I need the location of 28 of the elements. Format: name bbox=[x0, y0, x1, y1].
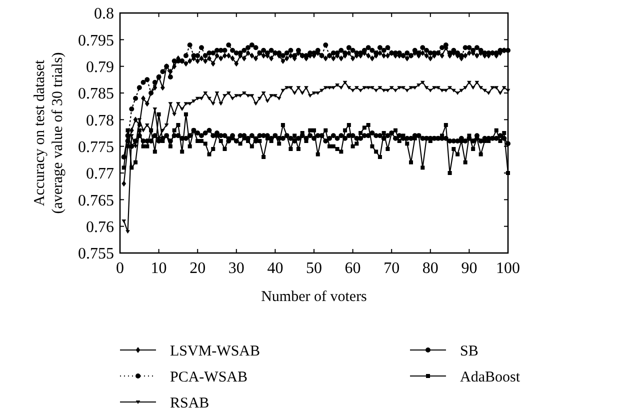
legend-label: PCA-WSAB bbox=[170, 369, 248, 386]
y-tick-label: 0.785 bbox=[78, 86, 114, 103]
x-tick-label: 100 bbox=[496, 260, 520, 277]
y-tick-label: 0.755 bbox=[78, 246, 114, 263]
y-tick-label: 0.775 bbox=[78, 138, 114, 156]
y-tick-label: 0.78 bbox=[86, 112, 114, 130]
legend-label: AdaBoost bbox=[460, 369, 521, 386]
y-tick-label: 0.795 bbox=[78, 32, 114, 50]
y-tick-label: 0.77 bbox=[86, 166, 114, 183]
x-tick-label: 10 bbox=[150, 260, 167, 277]
x-tick-label: 90 bbox=[461, 260, 478, 277]
y-tick-label: 0.8 bbox=[94, 6, 114, 23]
legend-label: SB bbox=[460, 343, 478, 360]
y-tick-label: 0.765 bbox=[78, 192, 114, 210]
x-tick-label: 20 bbox=[190, 260, 206, 277]
x-tick-label: 30 bbox=[228, 260, 244, 277]
x-tick-label: 80 bbox=[422, 260, 438, 277]
y-tick-label: 0.79 bbox=[86, 58, 114, 76]
x-tick-label: 0 bbox=[116, 260, 124, 277]
x-tick-label: 40 bbox=[267, 260, 284, 277]
x-tick-label: 60 bbox=[344, 260, 361, 277]
legend-label: LSVM-WSAB bbox=[170, 343, 260, 360]
x-tick-label: 70 bbox=[384, 260, 400, 277]
legend-label: RSAB bbox=[170, 395, 210, 412]
y-tick-label: 0.76 bbox=[86, 218, 114, 236]
x-tick-label: 50 bbox=[306, 260, 322, 277]
x-axis-title: Number of voters bbox=[261, 289, 368, 305]
y-axis-title: Accuracy on test dataset (average value of 30 trials) bbox=[32, 52, 66, 214]
